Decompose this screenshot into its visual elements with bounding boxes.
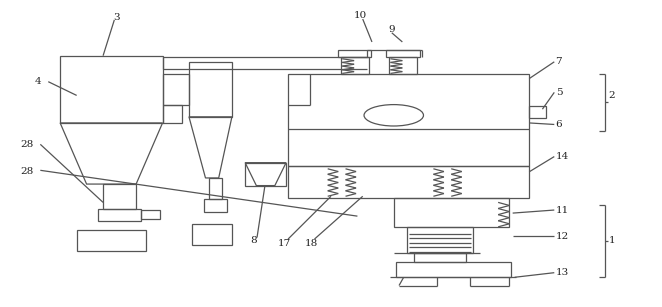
Text: 17: 17 — [278, 239, 291, 248]
Text: 12: 12 — [555, 231, 569, 240]
Bar — [189, 62, 232, 117]
Bar — [387, 50, 420, 57]
Text: 7: 7 — [555, 57, 562, 66]
Bar — [77, 230, 146, 251]
Bar — [338, 50, 371, 57]
Text: 10: 10 — [354, 11, 367, 21]
Text: 3: 3 — [113, 13, 120, 22]
Text: 14: 14 — [555, 152, 569, 161]
Bar — [163, 105, 182, 123]
Bar — [529, 106, 545, 119]
Text: 2: 2 — [608, 91, 615, 100]
Text: 11: 11 — [555, 206, 569, 215]
Bar — [209, 178, 222, 199]
Text: 18: 18 — [305, 239, 318, 248]
Bar — [389, 57, 417, 74]
Text: 28: 28 — [21, 140, 34, 149]
Text: 8: 8 — [250, 236, 257, 245]
Bar — [60, 56, 163, 123]
Bar — [288, 74, 529, 166]
Text: 13: 13 — [555, 268, 569, 277]
Text: 28: 28 — [21, 167, 34, 176]
Text: 6: 6 — [555, 120, 562, 129]
Text: 4: 4 — [35, 77, 42, 86]
Bar — [396, 262, 511, 277]
Bar — [103, 184, 136, 208]
Bar — [99, 208, 142, 221]
Bar — [394, 198, 509, 227]
Bar — [192, 224, 232, 245]
Bar — [245, 163, 286, 186]
Bar — [204, 199, 226, 212]
Text: 1: 1 — [608, 236, 615, 245]
Bar — [341, 57, 369, 74]
Bar — [288, 166, 529, 198]
Text: 5: 5 — [555, 88, 562, 97]
Text: 9: 9 — [389, 25, 395, 34]
Bar — [142, 210, 160, 219]
Bar — [407, 227, 473, 253]
Bar — [414, 253, 467, 262]
Bar — [163, 74, 189, 105]
